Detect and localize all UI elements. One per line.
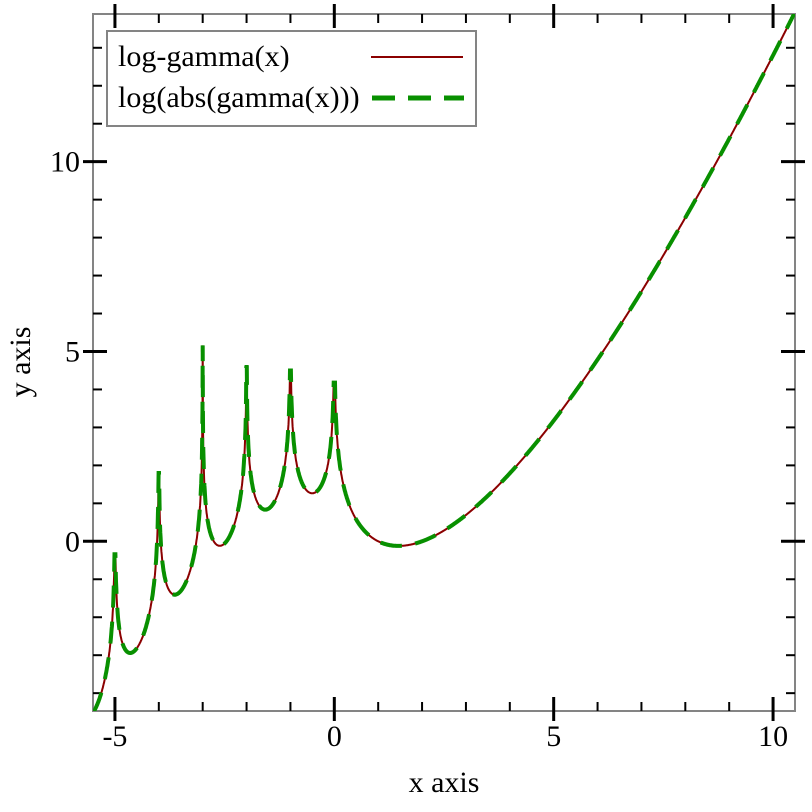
legend-row-log-gamma: log-gamma(x) bbox=[118, 39, 463, 73]
plot-area bbox=[93, 14, 795, 711]
legend-sample-solid-line-icon bbox=[371, 55, 463, 58]
x-axis-label: x axis bbox=[409, 766, 480, 799]
legend-sample-dashed-line-icon bbox=[371, 95, 464, 101]
y-tick-label: 0 bbox=[65, 525, 80, 558]
tick-labels: -5 0 5 10 0 5 10 bbox=[50, 146, 788, 753]
x-tick-label: 5 bbox=[546, 720, 561, 753]
y-axis-label: y axis bbox=[4, 327, 37, 398]
y-tick-label: 10 bbox=[50, 146, 80, 179]
x-tick-label: 0 bbox=[327, 720, 342, 753]
axis-ticks bbox=[83, 4, 805, 721]
legend-label-log-gamma: log-gamma(x) bbox=[118, 39, 290, 73]
plot-border bbox=[92, 13, 796, 712]
legend-label-log-abs-gamma: log(abs(gamma(x))) bbox=[118, 81, 360, 115]
x-tick-label: 10 bbox=[758, 720, 788, 753]
legend-row-log-abs-gamma: log(abs(gamma(x))) bbox=[118, 81, 464, 115]
y-tick-label: 5 bbox=[65, 335, 80, 368]
x-tick-label: -5 bbox=[102, 720, 127, 753]
curve-log-abs-gamma bbox=[93, 14, 795, 711]
legend: log-gamma(x) log(abs(gamma(x))) bbox=[106, 30, 477, 127]
